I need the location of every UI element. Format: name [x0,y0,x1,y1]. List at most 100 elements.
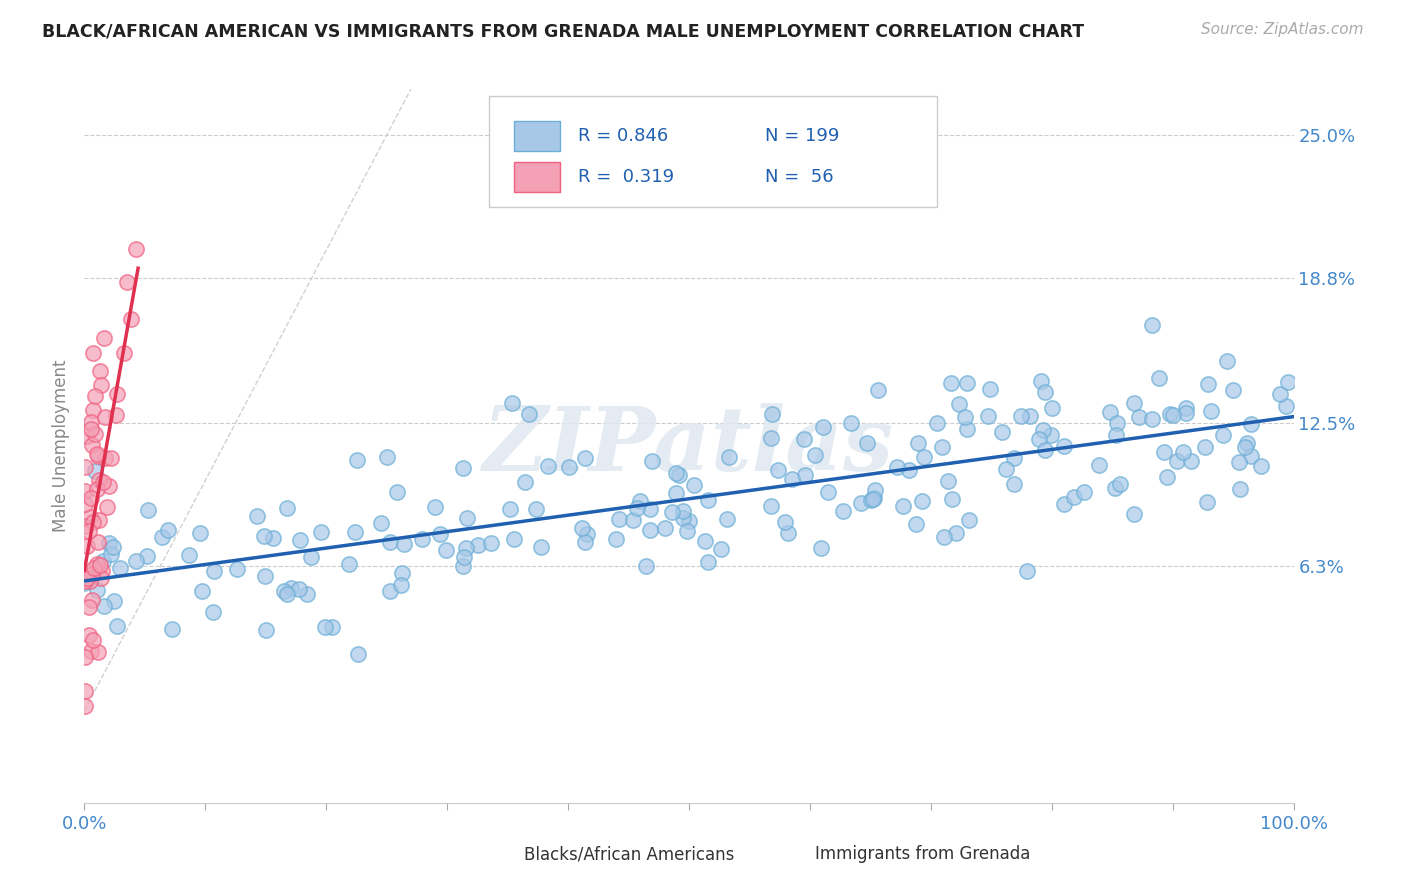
Point [977,409,1000,423]
Point [91,554,114,568]
Point [953,409,976,424]
Point [177,549,200,563]
Point [86,483,108,497]
Point [479,536,502,550]
Point [640,502,662,516]
Point [378,583,401,598]
Point [1233,441,1256,455]
Point [501,396,523,410]
Point [423,500,446,514]
Point [1197,376,1219,391]
Point [621,513,644,527]
Text: ZIPatlas: ZIPatlas [484,403,894,489]
Point [202,564,225,578]
Point [956,376,979,390]
Point [558,460,581,475]
Point [1040,401,1063,416]
Point [82,632,104,647]
Point [76,429,98,443]
Point [73,698,96,713]
Point [254,569,277,583]
Point [1161,408,1184,422]
Point [530,541,553,555]
Point [87,449,110,463]
Point [191,583,214,598]
Point [86,558,108,572]
Point [86,447,108,461]
Point [1236,435,1258,450]
Point [105,408,128,422]
Point [1229,483,1251,497]
FancyBboxPatch shape [513,162,560,192]
Point [96,500,118,515]
Point [524,502,547,516]
Point [1239,417,1261,431]
Text: Source: ZipAtlas.com: Source: ZipAtlas.com [1201,22,1364,37]
Point [346,453,368,467]
Point [907,436,929,450]
Point [91,564,114,578]
Point [100,547,122,561]
Point [86,583,108,598]
Point [136,503,159,517]
Point [276,500,298,515]
Point [810,541,832,555]
Point [112,345,135,359]
Point [979,382,1001,396]
Point [120,312,142,326]
Point [75,684,97,698]
Point [87,513,110,527]
Point [678,514,700,528]
Point [718,450,741,464]
Point [1015,564,1038,578]
Point [665,486,688,500]
Point [817,484,839,499]
Point [898,463,921,477]
Point [654,521,676,535]
Point [1053,439,1076,453]
Point [392,537,415,551]
FancyBboxPatch shape [484,844,510,864]
Point [73,497,96,511]
Point [101,540,124,554]
Point [672,504,695,518]
Point [766,463,789,477]
Point [1104,482,1126,496]
Point [868,383,890,397]
Point [309,524,332,539]
Point [661,505,683,519]
Point [948,397,970,411]
Point [276,587,298,601]
Point [82,403,104,417]
Point [1147,370,1170,384]
Point [693,533,716,548]
Point [80,422,103,436]
Point [1105,427,1128,442]
Point [513,475,536,489]
Point [1270,387,1292,401]
Point [1153,445,1175,459]
Point [912,450,935,464]
Point [77,600,100,615]
Point [1109,476,1132,491]
Point [1040,428,1063,442]
Point [1063,490,1085,504]
Point [87,534,110,549]
Point [1087,458,1109,472]
Point [82,346,104,360]
Point [803,448,825,462]
Point [668,468,690,483]
Point [956,421,979,435]
Point [607,512,630,526]
Point [537,458,560,473]
Point [517,407,540,421]
Point [254,623,277,637]
Point [1250,458,1272,473]
Point [87,645,110,659]
Point [453,549,475,564]
Point [93,475,115,489]
Point [1216,353,1239,368]
Point [301,550,323,565]
Point [931,440,953,454]
Point [498,502,520,516]
